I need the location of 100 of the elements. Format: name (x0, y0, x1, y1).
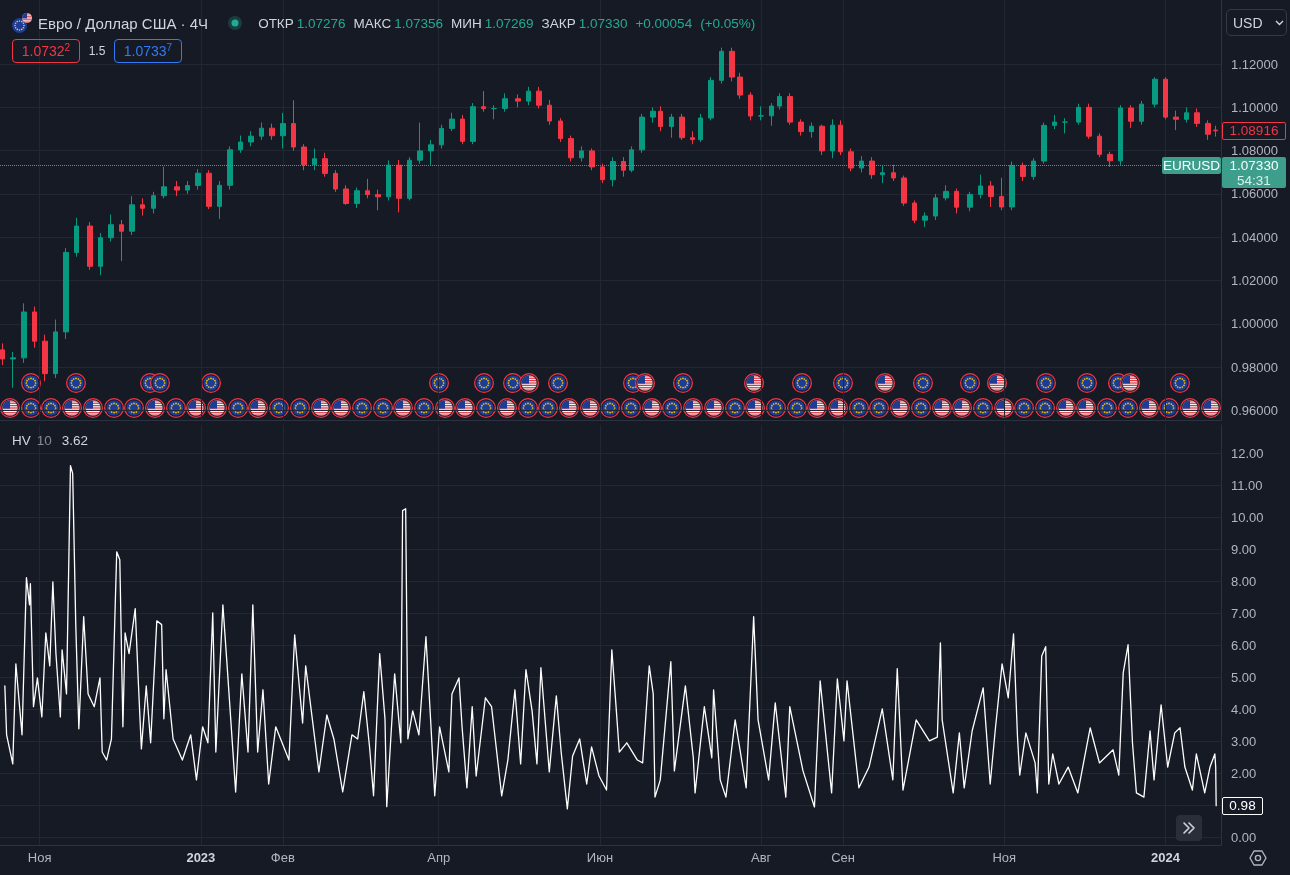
currency-select[interactable]: USD (1226, 9, 1287, 36)
sell-button[interactable]: 1.0732$^{2}$ (12, 39, 80, 63)
candlestick (526, 86, 531, 106)
candlestick (1086, 103, 1092, 140)
candlestick (558, 117, 563, 143)
candlestick (848, 148, 854, 172)
y-tick-label: 1.02000 (1231, 273, 1278, 289)
candlestick (1205, 119, 1211, 141)
candlestick (1152, 76, 1158, 108)
candlestick (129, 195, 135, 236)
candlestick (1173, 110, 1179, 131)
last-price-label: 1.07330 54:31 (1222, 157, 1286, 189)
x-tick-label: 2024 (1151, 850, 1181, 865)
candlestick (589, 148, 595, 171)
candlestick (708, 76, 714, 121)
candlestick (460, 114, 465, 145)
candlestick (74, 217, 79, 258)
y-tick-label: 0.98000 (1231, 359, 1278, 375)
candlestick (933, 193, 938, 221)
candlestick (809, 122, 814, 139)
y-tick-label: 1.12000 (1231, 56, 1278, 72)
candlestick (10, 351, 16, 389)
y-tick-label: 5.00 (1231, 669, 1257, 685)
candlestick (407, 156, 412, 201)
candlestick (1031, 157, 1036, 181)
candlestick (669, 113, 674, 139)
y-tick-label: 0.00 (1231, 829, 1257, 845)
x-tick-label: Ноя (27, 850, 52, 865)
x-tick-label: Апр (427, 850, 451, 865)
x-tick-label: 2023 (186, 850, 216, 865)
candlestick (600, 163, 605, 184)
candlestick (830, 118, 835, 159)
candlestick (621, 156, 626, 178)
candlestick (1097, 132, 1102, 158)
candlestick (1062, 117, 1068, 134)
x-tick-label: Авг (750, 850, 772, 865)
candlestick (280, 112, 286, 150)
candlestick (954, 188, 959, 214)
candlestick (1020, 162, 1026, 182)
y-tick-label: 1.06000 (1231, 186, 1278, 202)
x-tick-label: Июн (586, 850, 614, 865)
candlestick (217, 180, 222, 220)
candlestick (417, 122, 423, 165)
candlestick (161, 166, 167, 199)
x-tick-label: Фев (270, 850, 295, 865)
candlestick (978, 173, 983, 199)
candlestick (758, 105, 764, 121)
candlestick (547, 99, 552, 126)
candlestick (769, 102, 774, 127)
candlestick (610, 156, 616, 187)
candlestick (312, 148, 317, 171)
candlestick (98, 232, 103, 276)
y-tick-label: 2.00 (1231, 765, 1257, 781)
candlestick (21, 302, 27, 364)
candlestick (481, 90, 486, 113)
candlestick (988, 180, 994, 208)
candlestick (119, 219, 124, 262)
candlestick (690, 130, 695, 145)
candlestick (859, 155, 864, 173)
candlestick (42, 334, 48, 382)
candlestick (1128, 104, 1134, 129)
candlestick (967, 191, 973, 212)
candlestick (185, 180, 190, 195)
candlestick (515, 93, 521, 108)
candlestick (869, 156, 875, 180)
candlestick (343, 184, 349, 206)
y-tick-label: 10.00 (1231, 510, 1264, 526)
y-tick-label: 0.96000 (1231, 402, 1278, 418)
candlestick (787, 92, 793, 126)
y-tick-label: 1.04000 (1231, 229, 1278, 245)
candlestick (922, 211, 928, 228)
candlestick (1118, 104, 1123, 166)
candlestick (748, 91, 753, 121)
ohlc-readout: ОТКР 1.07276 МАКС 1.07356 МИН 1.07269 ЗАКР 1.07330 +0.00054 (+0.05%) (258, 15, 757, 31)
candlestick (838, 119, 843, 156)
buy-button[interactable]: 1.0733$^{7}$ (114, 39, 182, 63)
candlestick (1184, 106, 1189, 124)
candlestick (1194, 107, 1200, 128)
candlestick (269, 123, 275, 141)
candlestick (0, 342, 5, 366)
candlestick (1052, 114, 1057, 130)
candlestick (1107, 151, 1113, 168)
candlestick (1009, 161, 1015, 211)
candlestick (140, 197, 145, 217)
candlestick (174, 180, 180, 197)
candlestick (901, 175, 907, 207)
candlestick (658, 105, 663, 132)
candlestick (719, 47, 724, 85)
candlestick (396, 159, 402, 213)
candlestick (880, 165, 885, 184)
candlestick (737, 72, 743, 100)
candlestick (151, 191, 156, 214)
y-tick-label: 1.08000 (1231, 143, 1278, 159)
candlestick (63, 247, 69, 340)
candlestick (354, 186, 360, 209)
candlestick (912, 199, 917, 224)
candlestick (629, 145, 634, 173)
candlestick (386, 159, 391, 201)
candlestick (108, 214, 114, 243)
candlestick (333, 169, 338, 193)
